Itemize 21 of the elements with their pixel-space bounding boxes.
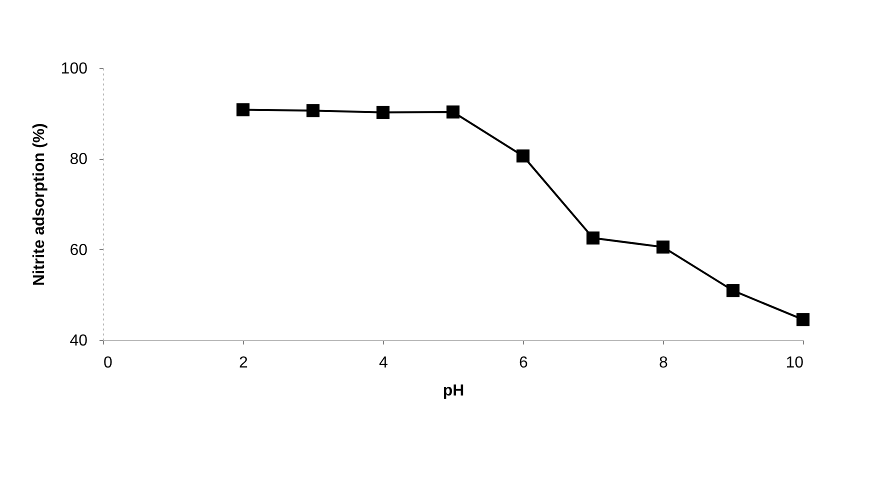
point	[516, 149, 530, 162]
x-tick-label: 2	[239, 354, 248, 372]
point	[446, 105, 460, 118]
x-tick-label: 8	[659, 354, 668, 372]
point	[236, 103, 250, 116]
x-tick-label: 6	[519, 354, 528, 372]
point	[306, 104, 320, 118]
x-tick-label: 4	[379, 354, 388, 372]
point	[586, 231, 600, 245]
y-axis-title: Nitrite adsorption (%)	[30, 123, 48, 286]
x-axis-title: pH	[442, 382, 464, 400]
y-tick-label: 100	[60, 60, 88, 78]
point	[656, 240, 670, 254]
x-tick-label: 0	[104, 354, 112, 372]
x-tick-label: 10	[786, 354, 804, 372]
y-tick-label: 40	[70, 332, 88, 350]
point	[376, 106, 390, 119]
point	[796, 313, 810, 326]
y-tick-label: 60	[70, 242, 88, 259]
point	[726, 284, 740, 298]
y-tick-label: 80	[70, 151, 88, 168]
